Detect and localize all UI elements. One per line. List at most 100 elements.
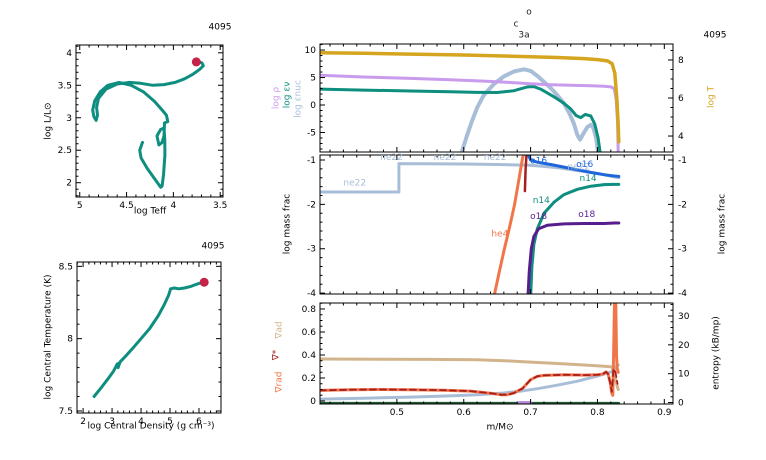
y2-tick-label: 0 [678,399,684,409]
y2-tick-label: 10 [678,370,690,380]
frame-profile-bot [319,302,674,405]
y2-tick-label: 4 [678,132,684,142]
curve-label-ne22: ne22 [484,153,507,163]
burn-marker-c: c [513,19,519,30]
hr-y-axis-title: log L/L⊙ [43,102,54,140]
panel-profile-mid: -1 -2 -3 -4 -1 -2 -3 -4 ne22 ne22 ne22 ne22 ne22 he4 o… [307,153,687,299]
series-he4 [493,155,526,294]
series-grad-star [320,367,619,396]
ticks-profile-mid [320,155,673,294]
curve-label-ne22: ne22 [434,153,457,163]
y-tick-label: 4 [66,49,72,59]
y-tick-label: 7.5 [59,407,73,417]
current-model-dot [191,57,201,67]
tick-labels-profile-bot: 0.5 0.6 0.7 0.8 0.9 0 0.2 0.4 0.6 0.8 0 10 20 30 [302,305,690,418]
y-tick-label: 3 [66,114,72,124]
y-tick-label: 0.4 [302,351,317,361]
grid-model-number: 4095 [703,30,727,41]
frame-profile-mid [319,154,674,295]
frame-trho [76,261,222,414]
curve-label-ne22: ne22 [343,179,366,189]
y-tick-label: 2 [66,179,72,189]
curve-label-o16: o16 [530,157,547,167]
y-tick-label: 8 [67,335,73,345]
y-tick-label: -4 [307,289,316,299]
curve-label-o18: o18 [578,210,595,220]
y2-tick-label: 6 [678,94,684,104]
trho-y-axis-title: log Central Temperature (K) [43,274,54,400]
burn-marker-o: o [526,7,532,18]
series-o16 [526,155,621,178]
y-tick-label: 0.6 [302,328,317,338]
x-tick-label: 0.6 [457,408,472,418]
hr-model-number: 4095 [208,22,232,33]
x-tick-label: 6 [196,417,202,427]
series-log-eps-nuc [459,67,601,152]
top-axis-title-log-eps-nu: log εν [282,81,293,109]
y2-tick-label: -2 [678,200,687,210]
x-tick-label: 3 [109,417,115,427]
top-axis-title-log-rho: log ρ [271,86,282,110]
series-n14 [529,182,621,294]
ticks-hr [76,45,223,197]
curve-label-ne22: ne22 [567,162,590,172]
y2-tick-label: 30 [678,312,690,322]
y-tick-label: -2 [307,200,316,210]
x-tick-label: 0.5 [390,408,404,418]
x-tick-label: 4 [171,201,177,211]
series-log-eps-nu [320,85,602,152]
y2-tick-label: 20 [678,341,690,351]
x-tick-label: 0.9 [657,408,672,418]
x-tick-label: 5 [167,417,173,427]
bot-axis-title-grad-ad: ∇ad [274,321,285,339]
series-entropy [320,363,620,401]
ticks-profile-top [320,44,673,152]
series-h1 [523,155,528,193]
y-tick-label: 0 [310,101,316,111]
x-tick-label: 3.5 [213,201,227,211]
x-tick-label: 2 [80,417,86,427]
y-tick-label: 3.5 [58,81,72,91]
y2-tick-label: -4 [678,289,687,299]
trho-model-number: 4095 [201,241,225,252]
y-tick-label: 2.5 [58,146,72,156]
series-hr-track [91,60,205,189]
y-tick-label: 0 [310,397,316,407]
mid-y-axis-title-right: log mass frac [717,193,728,255]
top-axis-title-log-eps-nuc: log εnuc [293,80,304,118]
tick-labels-trho: 2 3 4 5 6 7.5 8 8.5 [59,262,202,427]
trho-x-axis-title: log Central Density (g cm⁻³) [87,421,215,432]
curve-label-he4: he4 [491,229,508,239]
y2-tick-label: -1 [678,156,687,166]
bot-axis-title-grad-star: ∇* [271,349,282,361]
y2-tick-label: -3 [678,245,687,255]
y-tick-label: -5 [307,128,316,138]
curve-label-o16: o16 [576,160,593,170]
y-tick-label: -1 [307,156,316,166]
hr-x-axis-title: log Teff [133,206,167,217]
curve-label-ne22: ne22 [380,153,403,163]
curve-label-n14: n14 [580,174,597,184]
y-tick-label: 0.8 [302,305,317,315]
bot-x-axis-title-mass: m/M⊙ [486,422,514,433]
x-tick-label: 4.5 [119,201,133,211]
y-tick-label: 5 [310,74,316,84]
x-tick-label: 0.7 [523,408,537,418]
tick-labels-profile-top: 10 5 0 -5 8 6 4 [305,46,684,142]
mid-y-axis-title-left: log mass frac [282,193,293,255]
curve-label-n14: n14 [533,196,550,206]
y-tick-label: 8.5 [59,262,73,272]
y-tick-label: 0.2 [302,374,316,384]
panel-profile-top: 10 5 0 -5 8 6 4 [305,43,684,153]
top-axis-title-log-T: log T [706,85,717,109]
tick-labels-profile-mid: -1 -2 -3 -4 -1 -2 -3 -4 [307,156,687,299]
panel-trho: 2 3 4 5 6 7.5 8 8.5 [59,261,222,427]
series-trho-track [92,280,206,398]
x-tick-label: 5 [77,201,83,211]
y2-tick-label: 8 [678,56,684,66]
x-tick-label: 4 [138,417,144,427]
y-tick-label: -3 [307,245,316,255]
tick-labels-hr: 5 4.5 4 3.5 2 2.5 3 3.5 4 [58,49,228,211]
